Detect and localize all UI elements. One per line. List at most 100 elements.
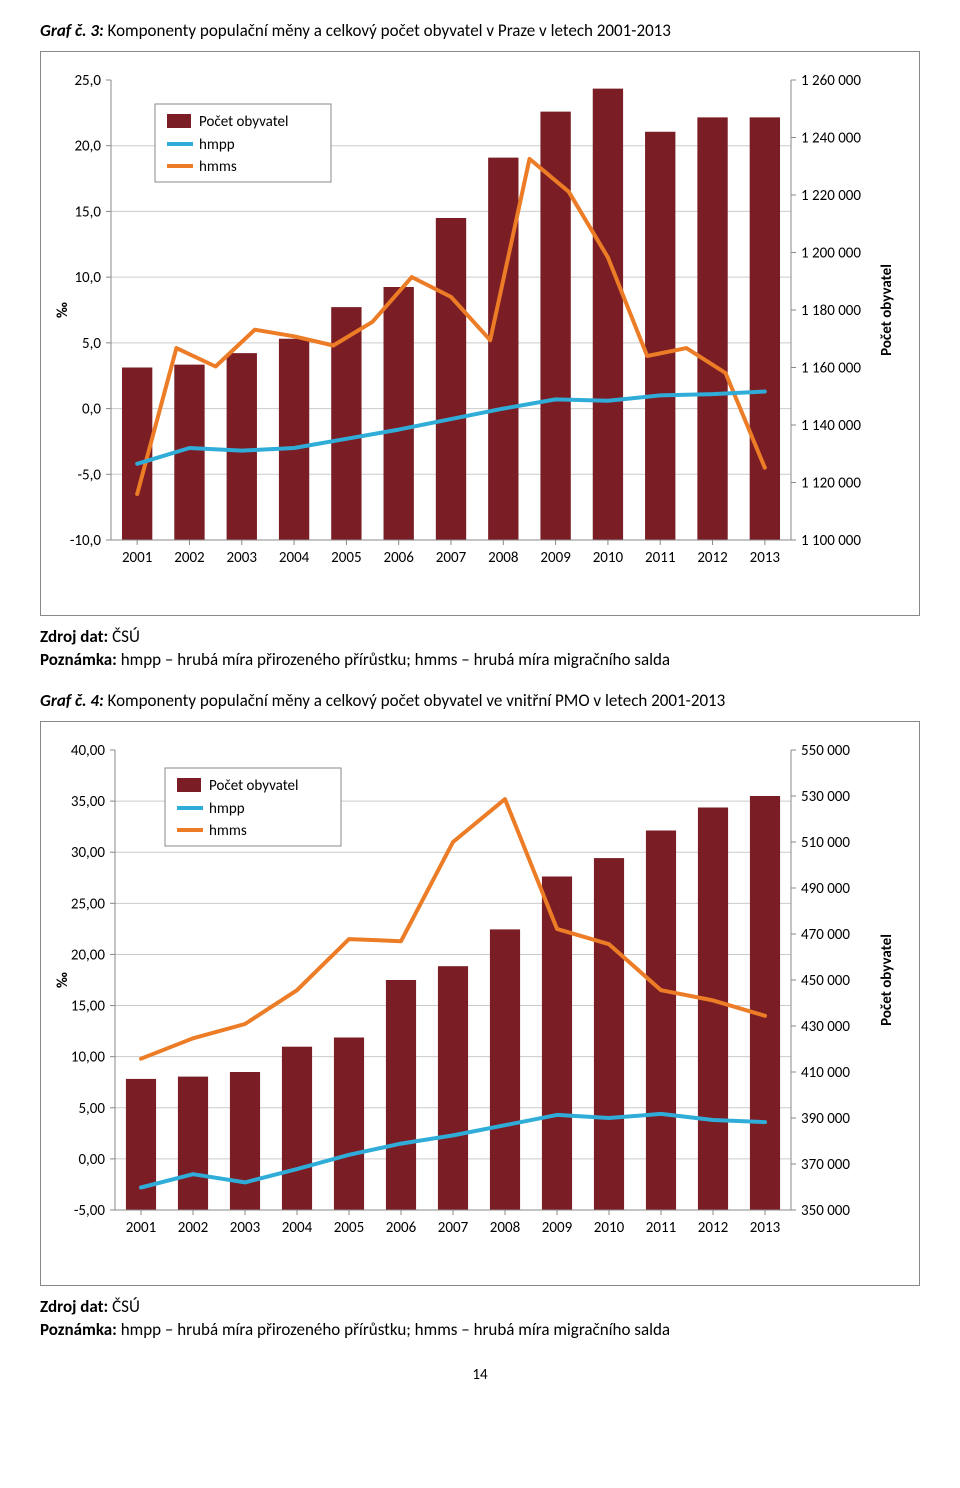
chart1-frame: 2001200220032004200520062007200820092010… [40,51,920,616]
note2-text: hmpp – hrubá míra přirozeného přírůstku;… [121,1319,670,1340]
svg-text:1 200 000: 1 200 000 [801,245,861,263]
chart2-bar [230,1072,260,1210]
chart2-bar [126,1079,156,1210]
chart2-title-prefix: Graf č. 4: [40,690,104,711]
note-source-value: ČSÚ [112,626,140,647]
svg-text:0,0: 0,0 [82,401,101,419]
svg-text:40,00: 40,00 [71,742,106,760]
svg-text:hmpp: hmpp [209,800,245,818]
chart1-bar [436,218,466,540]
svg-text:2003: 2003 [227,549,258,567]
chart1-title: Graf č. 3: Komponenty populační měny a c… [40,20,920,41]
svg-text:2005: 2005 [331,549,361,567]
chart1-bar [645,132,675,540]
svg-text:1 260 000: 1 260 000 [801,72,861,90]
svg-text:1 160 000: 1 160 000 [801,360,861,378]
svg-text:35,00: 35,00 [71,793,106,811]
svg-text:510 000: 510 000 [801,834,850,852]
svg-text:430 000: 430 000 [801,1018,850,1036]
svg-text:-5,0: -5,0 [77,466,101,484]
svg-text:550 000: 550 000 [801,742,850,760]
page: Graf č. 3: Komponenty populační měny a c… [0,0,960,1414]
chart1-bar [750,117,780,540]
svg-text:30,00: 30,00 [71,844,106,862]
svg-text:10,00: 10,00 [71,1049,106,1067]
svg-text:2011: 2011 [646,1219,676,1237]
svg-text:Počet obyvatel: Počet obyvatel [878,264,896,356]
chart2-bar [490,929,520,1210]
svg-text:-10,0: -10,0 [70,532,102,550]
svg-text:15,0: 15,0 [74,203,101,221]
svg-text:5,0: 5,0 [82,335,101,353]
svg-text:Počet obyvatel: Počet obyvatel [199,113,288,131]
chart1-bar [384,287,414,540]
svg-text:2006: 2006 [383,549,414,567]
chart2-title: Graf č. 4: Komponenty populační měny a c… [40,690,920,711]
svg-text:2013: 2013 [750,1219,781,1237]
svg-text:20,00: 20,00 [71,946,106,964]
chart2-bar [750,796,780,1210]
chart2-title-body: Komponenty populační měny a celkový poče… [108,690,726,711]
chart2-frame: 2001 2002 2003 2004 2005 2006 2007 2008 2009 2010… [40,721,920,1286]
chart1-bar [540,112,570,540]
chart2-svg: 2001 2002 2003 2004 2005 2006 2007 2008 2009 2010… [53,734,909,1274]
chart1-bar [593,89,623,540]
svg-text:2004: 2004 [282,1219,313,1237]
svg-text:410 000: 410 000 [801,1064,850,1082]
svg-text:350 000: 350 000 [801,1202,850,1220]
svg-text:hmms: hmms [199,158,237,176]
chart1-bar [279,339,309,540]
svg-text:‰: ‰ [54,972,72,988]
svg-text:0,00: 0,00 [78,1151,105,1169]
chart1-bar [697,117,727,540]
svg-text:2001: 2001 [126,1219,156,1237]
chart2-bar [594,858,624,1210]
chart2-bar [282,1047,312,1210]
svg-text:2013: 2013 [750,549,781,567]
svg-text:370 000: 370 000 [801,1156,850,1174]
svg-text:2010: 2010 [594,1219,625,1237]
chart2-bar [646,830,676,1210]
chart2-bar [178,1076,208,1209]
svg-text:2007: 2007 [438,1219,469,1237]
chart2-bar [698,807,728,1210]
svg-text:2012: 2012 [697,549,727,567]
svg-text:2010: 2010 [593,549,624,567]
svg-text:2012: 2012 [698,1219,728,1237]
note2-source-value: ČSÚ [112,1296,140,1317]
svg-text:2006: 2006 [386,1219,417,1237]
svg-text:‰: ‰ [54,302,72,318]
chart1-title-body: Komponenty populační měny a celkový poče… [108,20,671,41]
note2-source-label: Zdroj dat: [40,1296,108,1317]
svg-text:1 180 000: 1 180 000 [801,302,861,320]
chart1-bar [227,353,257,540]
chart1-svg: 2001200220032004200520062007200820092010… [53,64,909,604]
note2-text-label: Poznámka: [40,1319,117,1340]
note-text: hmpp – hrubá míra přirozeného přírůstku;… [121,649,670,670]
note-text-label: Poznámka: [40,649,117,670]
svg-text:490 000: 490 000 [801,880,850,898]
svg-text:25,0: 25,0 [74,72,101,90]
svg-text:2009: 2009 [542,1219,573,1237]
svg-text:2004: 2004 [279,549,310,567]
svg-text:2002: 2002 [178,1219,208,1237]
svg-text:Počet obyvatel: Počet obyvatel [878,934,896,1026]
svg-text:1 100 000: 1 100 000 [801,532,861,550]
chart2-bar [438,966,468,1210]
svg-text:2009: 2009 [540,549,571,567]
svg-text:15,00: 15,00 [71,997,106,1015]
svg-text:hmms: hmms [209,822,247,840]
svg-text:2003: 2003 [230,1219,261,1237]
svg-text:2001: 2001 [122,549,152,567]
svg-text:1 240 000: 1 240 000 [801,130,861,148]
chart2-bar [386,980,416,1210]
page-number: 14 [40,1366,920,1384]
svg-text:-5,00: -5,00 [74,1202,106,1220]
chart2-notes: Zdroj dat: ČSÚ Poznámka: hmpp – hrubá mí… [40,1296,920,1342]
svg-text:2005: 2005 [334,1219,364,1237]
svg-text:20,0: 20,0 [74,138,101,156]
svg-text:2011: 2011 [645,549,675,567]
svg-text:450 000: 450 000 [801,972,850,990]
svg-text:2008: 2008 [490,1219,520,1237]
svg-text:390 000: 390 000 [801,1110,850,1128]
